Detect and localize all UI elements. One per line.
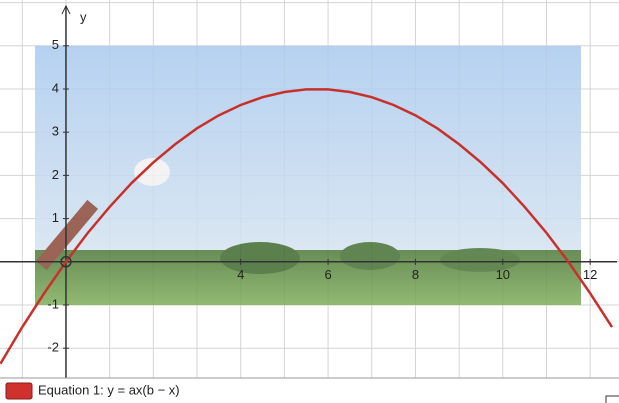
y-tick-label: 1 [52,210,59,225]
x-tick-label: 10 [496,267,510,282]
x-tick-label: 6 [324,267,331,282]
legend-swatch[interactable] [5,382,33,400]
algebra-bar [0,378,619,403]
y-tick-label: 5 [52,37,59,52]
y-axis-arrow [61,4,71,15]
origin-point [60,256,72,268]
legend-text[interactable]: Equation 1: y = ax(b − x) [38,382,180,397]
y-tick-label: -2 [47,340,59,355]
background-photo [35,46,581,305]
y-tick-label: 3 [52,124,59,139]
y-axis-label: y [80,9,87,24]
x-tick-label: 8 [412,267,419,282]
y-tick-label: 4 [52,80,59,95]
corner-box [605,395,619,403]
x-tick-label: 12 [583,267,597,282]
y-tick-label: 2 [52,167,59,182]
x-tick-label: 4 [237,267,244,282]
curve [0,88,614,365]
y-tick-label: -1 [47,296,59,311]
